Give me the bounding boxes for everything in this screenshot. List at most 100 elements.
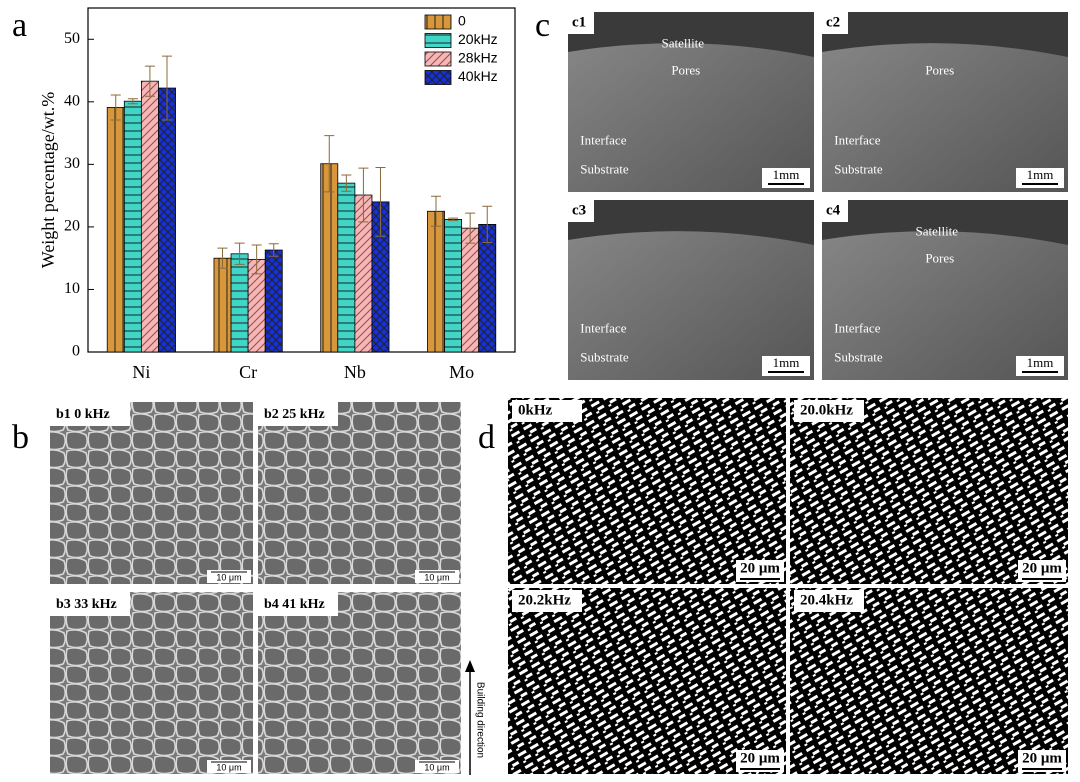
bar xyxy=(264,249,283,353)
annotation: Pores xyxy=(925,62,954,77)
error-bar xyxy=(161,55,172,121)
annotation: Substrate xyxy=(834,161,883,176)
legend-swatch xyxy=(424,70,452,85)
label-box xyxy=(794,400,864,422)
error-bar xyxy=(217,247,228,269)
micrograph xyxy=(258,402,461,584)
scale-label: 20 μm xyxy=(1022,560,1062,576)
annotation: Interface xyxy=(834,321,880,336)
legend-swatch xyxy=(424,33,452,48)
micrograph xyxy=(790,398,1068,584)
micrograph xyxy=(508,398,786,584)
annotation: Pores xyxy=(671,62,700,77)
scale-label: 10 μm xyxy=(216,762,241,772)
image-label: c2 xyxy=(826,14,840,30)
x-tick-label: Nb xyxy=(344,362,366,382)
micrograph xyxy=(258,592,461,774)
micrograph xyxy=(50,402,253,584)
bar xyxy=(140,80,159,353)
scale-box xyxy=(1018,560,1066,582)
scale-box xyxy=(415,570,459,583)
annotation: Interface xyxy=(834,133,880,148)
scale-label: 1mm xyxy=(773,167,800,182)
image-label: b1 0 kHz xyxy=(56,407,110,422)
scale-label: 20 μm xyxy=(1022,750,1062,766)
error-bar xyxy=(324,135,335,193)
error-bar xyxy=(341,174,352,192)
y-tick-label: 0 xyxy=(72,343,80,360)
error-bar xyxy=(127,98,138,105)
image-label: 20.4kHz xyxy=(800,592,853,608)
scale-box xyxy=(736,560,784,582)
error-bar xyxy=(268,243,279,257)
label-box xyxy=(512,400,582,422)
powder-region xyxy=(822,200,1068,245)
annotation: Interface xyxy=(580,321,626,336)
x-tick-label: Cr xyxy=(239,362,257,382)
annotation: Substrate xyxy=(580,161,629,176)
image-label: b3 33 kHz xyxy=(56,597,117,612)
image-label: c3 xyxy=(572,202,586,218)
scale-label: 10 μm xyxy=(216,572,241,582)
label-box xyxy=(568,200,594,222)
scale-box xyxy=(415,760,459,773)
y-tick-label: 50 xyxy=(64,30,80,47)
powder-region xyxy=(822,12,1068,57)
error-bar xyxy=(482,205,493,244)
annotation: Pores xyxy=(925,250,954,265)
plot-frame xyxy=(87,7,516,353)
x-tick-label: Ni xyxy=(132,362,150,382)
micrograph xyxy=(508,588,786,774)
panel-label: a xyxy=(12,7,27,44)
bar xyxy=(337,182,356,353)
scale-label: 1mm xyxy=(1027,167,1054,182)
arrow-head xyxy=(465,660,475,672)
y-tick-label: 10 xyxy=(64,280,80,297)
label-box xyxy=(568,12,594,34)
label-box xyxy=(258,402,338,426)
bar xyxy=(444,219,463,353)
powder-region xyxy=(568,200,814,245)
label-box xyxy=(512,590,582,612)
error-bar xyxy=(144,65,155,97)
annotation: Interface xyxy=(580,133,626,148)
scale-box xyxy=(207,570,251,583)
legend-label: 0 xyxy=(458,13,466,29)
legend-swatch xyxy=(424,51,452,67)
image-label: b2 25 kHz xyxy=(264,407,325,422)
panel-label: d xyxy=(478,419,495,456)
error-bar xyxy=(110,94,121,121)
image-label: b4 41 kHz xyxy=(264,597,325,612)
scale-label: 20 μm xyxy=(740,750,780,766)
y-tick-label: 20 xyxy=(64,218,80,235)
label-box xyxy=(50,592,130,616)
error-bar xyxy=(448,217,459,222)
bar xyxy=(158,87,176,353)
bar xyxy=(461,227,480,353)
image-label: 0kHz xyxy=(518,402,553,418)
scale-box xyxy=(1018,750,1066,772)
label-box xyxy=(822,12,848,34)
scale-box xyxy=(207,760,251,773)
bar xyxy=(106,107,125,353)
direction-label: Building direction xyxy=(474,682,485,758)
annotation: Substrate xyxy=(580,349,629,364)
error-bar xyxy=(465,212,476,244)
bar xyxy=(230,253,249,353)
panel-label: b xyxy=(12,419,29,456)
scale-label: 1mm xyxy=(1027,355,1054,370)
scale-box xyxy=(736,750,784,772)
micrograph xyxy=(50,592,253,774)
scale-label: 10 μm xyxy=(424,762,449,772)
error-bar xyxy=(375,166,386,237)
legend-swatch xyxy=(424,14,452,30)
error-bar xyxy=(358,167,369,223)
image-label: c1 xyxy=(572,14,586,30)
bar xyxy=(478,224,497,353)
error-bar xyxy=(234,242,245,265)
annotation: Satellite xyxy=(915,223,958,238)
panel-label: c xyxy=(535,7,550,44)
scale-label: 1mm xyxy=(773,355,800,370)
image-label: c4 xyxy=(826,202,841,218)
